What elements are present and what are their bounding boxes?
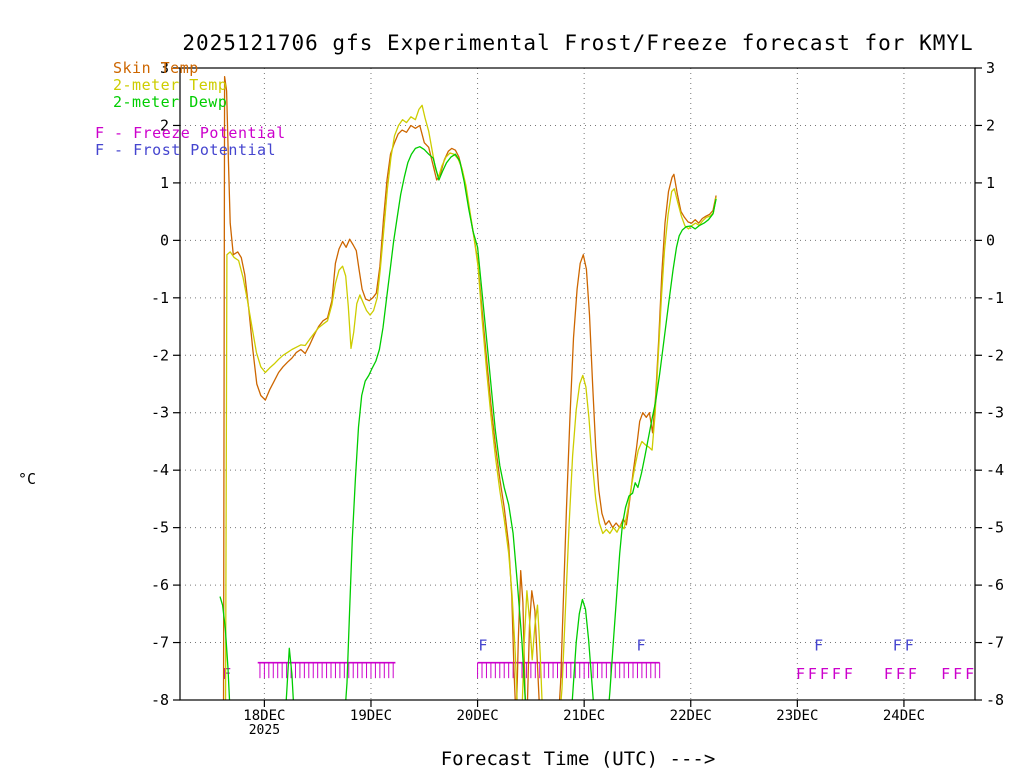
y-tick-label-left: -3 xyxy=(151,404,169,422)
y-tick-label-right: 1 xyxy=(986,174,995,192)
x-tick-label: 23DEC xyxy=(776,708,818,724)
frost-potential-marker: F xyxy=(814,636,823,654)
y-tick-label-left: 1 xyxy=(160,174,169,192)
freeze-potential-marker: F xyxy=(884,665,893,683)
freeze-potential-marker: F xyxy=(796,665,805,683)
freeze-potential-marker: F xyxy=(953,665,962,683)
freeze-potential-marker: F xyxy=(941,665,950,683)
freeze-potential-marker: F xyxy=(965,665,974,683)
x-tick-label: 19DEC xyxy=(350,708,392,724)
y-tick-label-right: -7 xyxy=(986,634,1004,652)
plot-frame xyxy=(179,67,976,701)
y-tick-label-right: -6 xyxy=(986,576,1004,594)
freeze-potential-marker: F xyxy=(844,665,853,683)
y-tick-label-left: -4 xyxy=(151,461,169,479)
y-tick-label-left: -2 xyxy=(151,346,169,364)
x-tick-label: 24DEC xyxy=(883,708,925,724)
y-tick-label-left: -8 xyxy=(151,691,169,709)
y-tick-label-right: 2 xyxy=(986,116,995,134)
y-tick-label-left: -7 xyxy=(151,634,169,652)
series-skin-temp xyxy=(222,75,717,700)
y-tick-label-right: -8 xyxy=(986,691,1004,709)
y-tick-label-right: 3 xyxy=(986,59,995,77)
y-tick-label-right: -5 xyxy=(986,519,1004,537)
chart-legend: Skin Temp 2-meter Temp 2-meter Dewp F - … xyxy=(95,60,286,159)
freeze-potential-marker: F xyxy=(908,665,917,683)
legend-item-freeze-potential: F - Freeze Potential xyxy=(95,124,286,142)
y-tick-label-left: -5 xyxy=(151,519,169,537)
y-tick-label-left: 0 xyxy=(160,231,169,249)
freeze-potential-marker: F xyxy=(832,665,841,683)
y-tick-label-right: -2 xyxy=(986,346,1004,364)
y-tick-label-right: -4 xyxy=(986,461,1004,479)
y-tick-label-left: 2 xyxy=(160,116,169,134)
frost-potential-marker: F xyxy=(905,636,914,654)
y-tick-label-left: 3 xyxy=(160,59,169,77)
legend-item-skin-temp: Skin Temp xyxy=(113,59,199,77)
x-tick-sublabel: 2025 xyxy=(249,723,280,738)
y-tick-label-right: -1 xyxy=(986,289,1004,307)
x-tick-label: 21DEC xyxy=(563,708,605,724)
y-axis-unit-label: °C xyxy=(18,470,37,488)
x-tick-label: 22DEC xyxy=(670,708,712,724)
freeze-potential-marker: F xyxy=(820,665,829,683)
x-tick-label: 20DEC xyxy=(456,708,498,724)
x-tick-label: 18DEC xyxy=(243,708,285,724)
frost-potential-marker: F xyxy=(893,636,902,654)
series-2-meter-temp xyxy=(224,104,717,700)
freeze-potential-marker: F xyxy=(808,665,817,683)
y-tick-label-right: -3 xyxy=(986,404,1004,422)
freeze-potential-marker: F xyxy=(896,665,905,683)
frost-potential-marker: F xyxy=(636,636,645,654)
x-axis-title: Forecast Time (UTC) ---> xyxy=(440,748,716,770)
series-2-meter-dewp xyxy=(219,146,717,700)
y-tick-label-right: 0 xyxy=(986,231,995,249)
legend-item-2m-temp: 2-meter Temp xyxy=(113,76,228,94)
legend-item-2m-dewp: 2-meter Dewp xyxy=(113,93,228,111)
freeze-potential-marker: F xyxy=(222,665,231,683)
y-tick-label-left: -6 xyxy=(151,576,169,594)
legend-item-frost-potential: F - Frost Potential xyxy=(95,141,277,159)
page-title: 2025121706 gfs Experimental Frost/Freeze… xyxy=(182,31,974,55)
legend-spacer xyxy=(95,111,286,125)
frost-potential-marker: F xyxy=(478,636,487,654)
y-tick-label-left: -1 xyxy=(151,289,169,307)
